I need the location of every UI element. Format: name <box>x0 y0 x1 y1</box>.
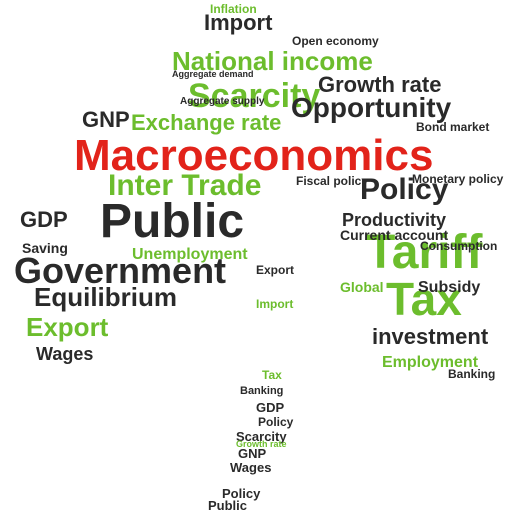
word-cloud-term: Aggregate demand <box>172 69 254 79</box>
word-cloud-term: Exchange rate <box>131 110 281 135</box>
word-cloud-term: Growth rate <box>236 439 287 449</box>
word-cloud-term: Scarcity <box>188 77 320 115</box>
word-cloud-term: Export <box>256 263 294 277</box>
word-cloud-term: Open economy <box>292 34 379 48</box>
word-cloud-term: National income <box>172 46 373 76</box>
word-cloud-term: Inflation <box>210 2 257 16</box>
word-cloud-term: Inter Trade <box>108 169 261 202</box>
word-cloud-term: Macroeconomics <box>74 131 433 180</box>
word-cloud-term: investment <box>372 324 489 349</box>
word-cloud-term: Government <box>14 250 226 291</box>
word-cloud-term: GDP <box>20 207 68 232</box>
word-cloud-term: Consumption <box>420 239 497 253</box>
word-cloud-term: Monetary policy <box>412 172 504 186</box>
word-cloud-term: GNP <box>82 107 130 132</box>
word-cloud-term: Policy <box>360 173 449 206</box>
word-cloud-term: Subsidy <box>418 279 480 296</box>
word-cloud-term: Wages <box>230 460 271 475</box>
word-cloud-term: Employment <box>382 354 479 371</box>
word-cloud-term: Aggregate supply <box>180 96 265 107</box>
word-cloud-term: Opportunity <box>291 92 452 123</box>
word-cloud-term: Banking <box>448 367 495 381</box>
word-cloud-term: Current account <box>340 227 448 243</box>
word-cloud-term: Saving <box>22 240 68 256</box>
word-cloud-term: GDP <box>256 400 285 415</box>
word-cloud-term: Policy <box>222 486 261 501</box>
word-cloud-term: Export <box>26 312 109 342</box>
word-cloud-term: Fiscal policy <box>296 174 368 188</box>
word-cloud-term: Equilibrium <box>34 282 177 312</box>
word-cloud-term: Policy <box>258 415 294 429</box>
word-cloud-term: Scarcity <box>236 429 287 444</box>
word-cloud-term: Bond market <box>416 120 489 134</box>
word-cloud-term: Unemployment <box>132 246 248 263</box>
word-cloud-term: Tariff <box>366 226 483 279</box>
word-cloud-term: Public <box>100 195 244 248</box>
word-cloud-term: Import <box>204 10 273 35</box>
word-cloud-term: Global <box>340 279 384 295</box>
word-cloud-term: Growth rate <box>318 72 441 97</box>
word-cloud-term: Wages <box>36 344 93 364</box>
word-cloud-term: Productivity <box>342 210 446 230</box>
word-cloud-term: Tax <box>262 368 282 382</box>
word-cloud-term: Banking <box>240 385 283 397</box>
word-cloud-term: Public <box>208 498 247 513</box>
word-cloud-term: GNP <box>238 446 267 461</box>
word-cloud-term: Tax <box>386 273 462 325</box>
word-cloud-term: Import <box>256 297 293 311</box>
